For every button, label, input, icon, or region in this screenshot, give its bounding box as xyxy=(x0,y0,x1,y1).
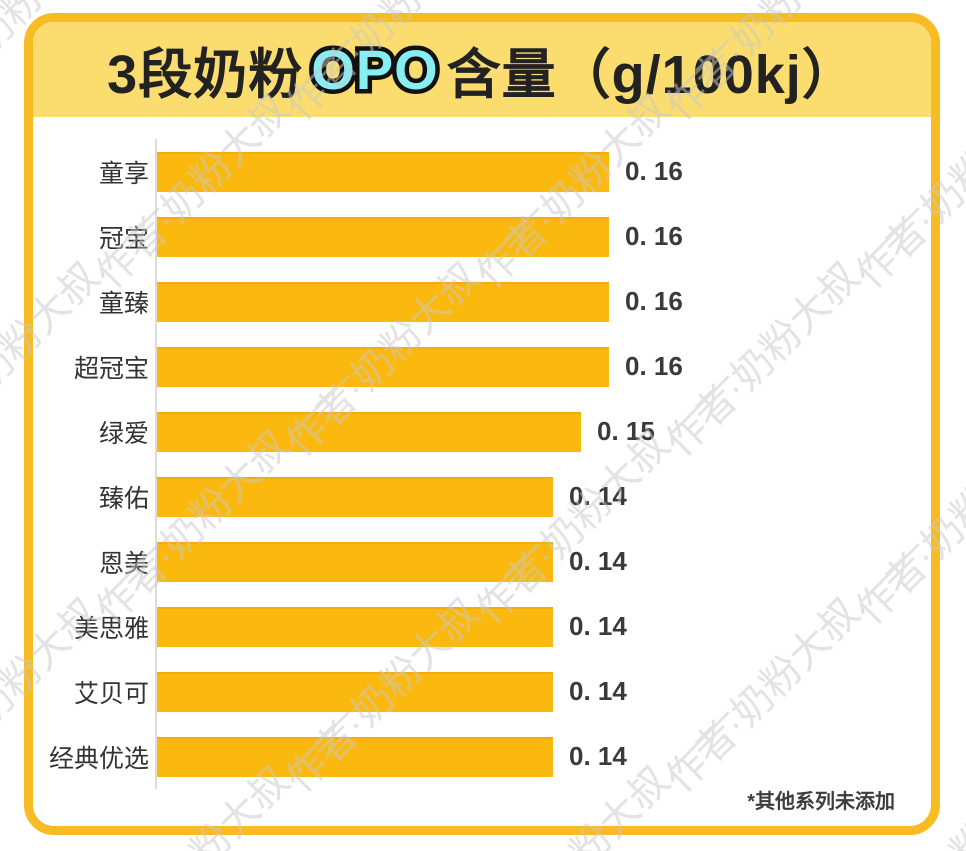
bar xyxy=(157,606,553,647)
category-label: 冠宝 xyxy=(98,224,149,253)
bar xyxy=(157,281,609,322)
bar xyxy=(157,151,609,192)
title-suffix: 含量（g/100kj） xyxy=(446,45,857,105)
bar-area: 0. 14 xyxy=(153,724,931,789)
bar-row: 经典优选 0. 14 xyxy=(33,724,931,789)
axis-line xyxy=(155,139,157,789)
value-label: 0. 14 xyxy=(569,546,627,576)
category-label: 艾贝可 xyxy=(73,679,149,708)
bar-row: 绿爱 0. 15 xyxy=(33,399,931,464)
bar-row: 童享 0. 16 xyxy=(33,139,931,204)
bar-area: 0. 14 xyxy=(153,594,931,659)
value-label: 0. 16 xyxy=(625,286,683,316)
bar-row: 超冠宝 0. 16 xyxy=(33,334,931,399)
value-label: 0. 14 xyxy=(569,676,627,706)
bar-area: 0. 14 xyxy=(153,659,931,724)
bar-row: 童臻 0. 16 xyxy=(33,269,931,334)
bar-area: 0. 15 xyxy=(153,399,931,464)
value-label: 0. 14 xyxy=(569,741,627,771)
bar-row: 冠宝 0. 16 xyxy=(33,204,931,269)
bar-row: 臻佑 0. 14 xyxy=(33,464,931,529)
value-label: 0. 15 xyxy=(597,416,655,446)
category-label: 恩美 xyxy=(98,549,149,578)
card-frame: 3段奶粉 OPO OPO 含量（g/100kj） 童享 0. 16 冠宝 0. 16 童臻… xyxy=(24,13,940,835)
category-label: 超冠宝 xyxy=(73,354,149,383)
chart-title: 3段奶粉 OPO OPO 含量（g/100kj） xyxy=(33,22,931,117)
bar-row: 恩美 0. 14 xyxy=(33,529,931,594)
title-opo-outline: OPO xyxy=(307,37,442,102)
bar-area: 0. 14 xyxy=(153,529,931,594)
value-label: 0. 16 xyxy=(625,221,683,251)
title-opo-fill: OPO xyxy=(311,37,439,101)
value-label: 0. 14 xyxy=(569,611,627,641)
bar xyxy=(157,411,581,452)
bar-area: 0. 16 xyxy=(153,334,931,399)
bar xyxy=(157,541,553,582)
bar xyxy=(157,476,553,517)
category-label: 童享 xyxy=(98,159,149,188)
value-label: 0. 14 xyxy=(569,481,627,511)
category-label: 经典优选 xyxy=(48,744,149,773)
bar xyxy=(157,346,609,387)
value-label: 0. 16 xyxy=(625,351,683,381)
bar xyxy=(157,216,609,257)
category-label: 童臻 xyxy=(98,289,149,318)
title-opo-highlight: OPO OPO xyxy=(307,37,442,102)
bar-area: 0. 16 xyxy=(153,269,931,334)
bar-area: 0. 16 xyxy=(153,139,931,204)
bar xyxy=(157,736,553,777)
category-label: 臻佑 xyxy=(98,484,149,513)
bar-area: 0. 16 xyxy=(153,204,931,269)
bar-area: 0. 14 xyxy=(153,464,931,529)
bar-row: 艾贝可 0. 14 xyxy=(33,659,931,724)
value-label: 0. 16 xyxy=(625,156,683,186)
category-label: 绿爱 xyxy=(98,419,149,448)
bar-chart: 童享 0. 16 冠宝 0. 16 童臻 0. 16 超冠宝 0. 16 绿爱 0. 15 臻佑 0.… xyxy=(33,139,931,789)
bar-row: 美思雅 0. 14 xyxy=(33,594,931,659)
bar xyxy=(157,671,553,712)
bar-rows: 童享 0. 16 冠宝 0. 16 童臻 0. 16 超冠宝 0. 16 绿爱 0. 15 臻佑 0.… xyxy=(33,139,931,789)
category-label: 美思雅 xyxy=(73,614,149,643)
footnote: *其他系列未添加 xyxy=(747,791,895,813)
title-prefix: 3段奶粉 xyxy=(107,45,304,105)
